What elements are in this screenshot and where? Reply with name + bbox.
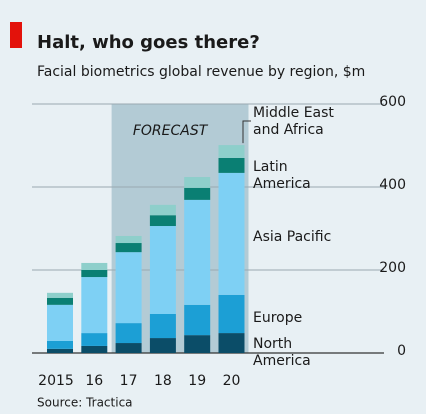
bar-segment xyxy=(149,204,176,216)
bar-segment xyxy=(149,226,176,314)
bar-segment xyxy=(47,292,73,298)
bar-segment xyxy=(218,157,245,173)
bar-segment xyxy=(81,345,108,353)
bar-segment xyxy=(149,338,176,353)
bar-segment xyxy=(149,215,176,227)
bar-segment xyxy=(47,297,73,305)
bar-segment xyxy=(47,348,73,353)
bar-segment xyxy=(184,187,211,200)
x-tick-label: 20 xyxy=(223,373,241,389)
bar-segment xyxy=(184,177,211,188)
y-tick-label: 400 xyxy=(379,177,406,193)
y-tick-label: 200 xyxy=(379,260,406,276)
series-label: Middle East and Africa xyxy=(253,105,334,138)
bar-segment xyxy=(81,262,108,270)
bar-segment xyxy=(184,335,211,353)
forecast-label: FORECAST xyxy=(133,123,209,139)
bar-segment xyxy=(115,252,142,324)
x-tick-label: 19 xyxy=(188,373,206,389)
bar-segment xyxy=(115,323,142,344)
bar-segment xyxy=(47,304,73,341)
y-tick-label: 600 xyxy=(379,94,406,110)
x-tick-label: 18 xyxy=(154,373,172,389)
series-label: North America xyxy=(253,336,311,369)
x-tick-label: 2015 xyxy=(38,373,74,389)
bar-segment xyxy=(184,199,211,305)
red-tag xyxy=(10,22,22,48)
y-tick-label: 0 xyxy=(397,343,406,359)
x-tick-label: 17 xyxy=(120,373,138,389)
bar-segment xyxy=(81,333,108,346)
bar-segment xyxy=(149,313,176,339)
bar-segment xyxy=(218,294,245,334)
chart-subtitle: Facial biometrics global revenue by regi… xyxy=(37,64,365,80)
bar-segment xyxy=(184,304,211,336)
series-label: Latin America xyxy=(253,159,311,192)
source: Source: Tractica xyxy=(37,396,133,410)
chart-title: Halt, who goes there? xyxy=(37,32,260,53)
bar-segment xyxy=(115,243,142,253)
bar-segment xyxy=(47,340,73,349)
leader-line xyxy=(242,120,251,144)
series-label: Asia Pacific xyxy=(253,229,332,245)
bar-segment xyxy=(218,172,245,295)
bar-segment xyxy=(218,145,245,158)
bar-segment xyxy=(81,270,108,278)
bar-segment xyxy=(115,235,142,244)
x-tick-label: 16 xyxy=(85,373,103,389)
bar-segment xyxy=(218,333,245,353)
bar-segment xyxy=(115,343,142,353)
bar-segment xyxy=(81,277,108,334)
series-label: Europe xyxy=(253,310,303,326)
